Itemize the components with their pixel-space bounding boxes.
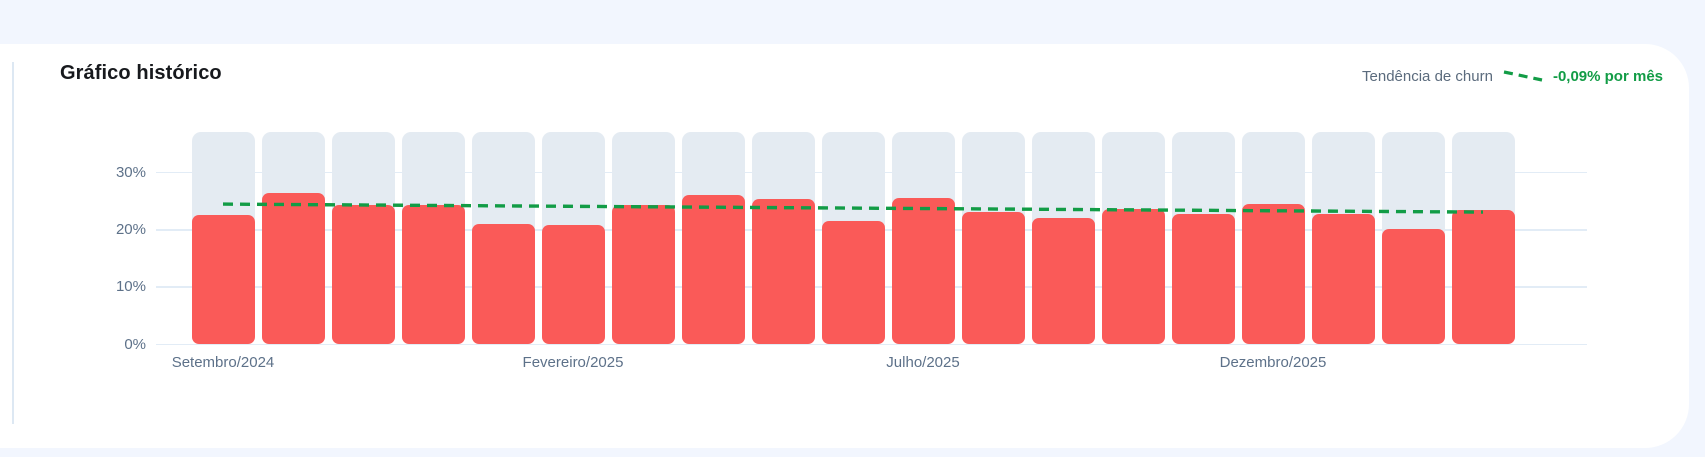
churn-bar[interactable]: [751, 198, 815, 345]
historical-chart-card: Gráfico histórico Tendência de churn -0,…: [0, 44, 1689, 448]
x-tick-label: Fevereiro/2025: [522, 354, 624, 371]
churn-bar[interactable]: [891, 198, 955, 345]
churn-bar[interactable]: [1381, 229, 1445, 345]
churn-bar[interactable]: [1311, 214, 1375, 345]
y-tick-label: 30%: [115, 163, 146, 181]
churn-bar[interactable]: [261, 192, 325, 345]
card-left-border: [12, 62, 14, 424]
churn-bar[interactable]: [1031, 217, 1095, 345]
y-tick-label: 20%: [115, 220, 146, 238]
churn-bar[interactable]: [821, 221, 885, 345]
churn-bar[interactable]: [471, 224, 535, 345]
x-tick-label: Julho/2025: [886, 354, 960, 371]
churn-bar[interactable]: [611, 204, 675, 345]
x-tick-label: Setembro/2024: [171, 354, 275, 371]
gridline-0%: [156, 343, 1587, 346]
churn-bar[interactable]: [681, 194, 745, 345]
churn-bar[interactable]: [1101, 208, 1165, 345]
churn-trend-legend: Tendência de churn -0,09% por mês: [1362, 66, 1663, 86]
churn-bar[interactable]: [1171, 214, 1235, 345]
churn-bar[interactable]: [961, 211, 1025, 345]
y-tick-label: 10%: [115, 278, 146, 296]
trend-legend-label: Tendência de churn: [1362, 67, 1493, 85]
churn-bar[interactable]: [1451, 210, 1515, 345]
trend-dashed-line-icon: [1503, 70, 1543, 82]
trend-rate-value: -0,09% por mês: [1552, 67, 1663, 85]
churn-bar[interactable]: [401, 204, 465, 345]
churn-bar[interactable]: [191, 215, 255, 345]
y-tick-label: 0%: [124, 335, 146, 353]
churn-bar[interactable]: [541, 224, 605, 345]
x-tick-label: Dezembro/2025: [1219, 354, 1327, 371]
chart-plot-area: 0% 10% 20% 30% Setembro/2024 Fevereiro/2025 Ju…: [0, 44, 1689, 448]
chart-title: Gráfico histórico: [60, 62, 222, 84]
churn-bar[interactable]: [1241, 204, 1305, 345]
churn-bar[interactable]: [331, 204, 395, 345]
